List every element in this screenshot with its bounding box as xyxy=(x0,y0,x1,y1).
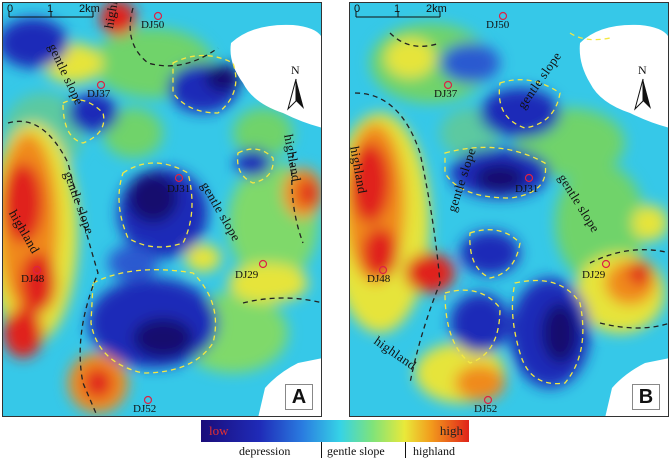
well-marker-icon xyxy=(96,80,106,90)
legend-category-gentle-slope: gentle slope xyxy=(327,444,385,458)
color-legend: low high depression gentle slope highlan… xyxy=(201,420,469,460)
legend-low-label: low xyxy=(209,423,229,438)
amplitude-map-a xyxy=(3,3,321,416)
well-marker-icon xyxy=(32,265,42,275)
scale-tick-2: 2km xyxy=(426,3,447,15)
well-label-dj37: DJ37 xyxy=(434,88,458,100)
well-label-dj31: DJ31 xyxy=(515,183,539,195)
well-marker-icon xyxy=(378,265,388,275)
north-label: N xyxy=(638,63,647,77)
scale-tick-0: 0 xyxy=(354,3,361,15)
well-marker-icon xyxy=(483,395,493,405)
panel-tag-a: A xyxy=(285,384,313,410)
well-label-dj29: DJ29 xyxy=(582,269,606,281)
well-marker-icon xyxy=(601,259,611,269)
well-label-dj48: DJ48 xyxy=(21,273,45,285)
map-panel-a: 0 1 2km N DJ50 DJ37 DJ31 DJ29 DJ48 DJ52 … xyxy=(2,2,322,417)
well-marker-icon xyxy=(153,11,163,21)
well-marker-icon xyxy=(498,11,508,21)
legend-colorbar: low high xyxy=(201,420,469,442)
scale-tick-1: 1 xyxy=(47,3,54,15)
map-panel-b: 0 1 2km N DJ50 DJ37 DJ31 DJ29 DJ48 DJ52 … xyxy=(349,2,669,417)
well-marker-icon xyxy=(143,395,153,405)
well-label-dj31: DJ31 xyxy=(167,183,191,195)
legend-category-highland: highland xyxy=(413,444,455,458)
north-arrow-icon xyxy=(287,78,304,111)
scale-tick-0: 0 xyxy=(7,3,14,15)
well-label-dj48: DJ48 xyxy=(367,273,391,285)
scale-tick-2: 2km xyxy=(79,3,100,15)
legend-divider xyxy=(321,442,322,458)
legend-high-label: high xyxy=(439,423,463,438)
panel-tag-b: B xyxy=(632,384,660,410)
legend-divider xyxy=(405,442,406,458)
well-marker-icon xyxy=(443,80,453,90)
well-marker-icon xyxy=(258,259,268,269)
well-marker-icon xyxy=(524,173,534,183)
well-label-dj50: DJ50 xyxy=(486,19,510,31)
north-arrow-icon xyxy=(634,78,651,111)
well-label-dj50: DJ50 xyxy=(141,19,165,31)
legend-category-depression: depression xyxy=(239,444,291,458)
scale-bar xyxy=(355,11,441,18)
scale-bar xyxy=(8,11,94,18)
well-label-dj52: DJ52 xyxy=(133,403,157,415)
well-marker-icon xyxy=(174,173,184,183)
well-label-dj29: DJ29 xyxy=(235,269,259,281)
well-label-dj52: DJ52 xyxy=(474,403,498,415)
scale-tick-1: 1 xyxy=(394,3,401,15)
north-label: N xyxy=(291,63,300,77)
well-label-dj37: DJ37 xyxy=(87,88,111,100)
